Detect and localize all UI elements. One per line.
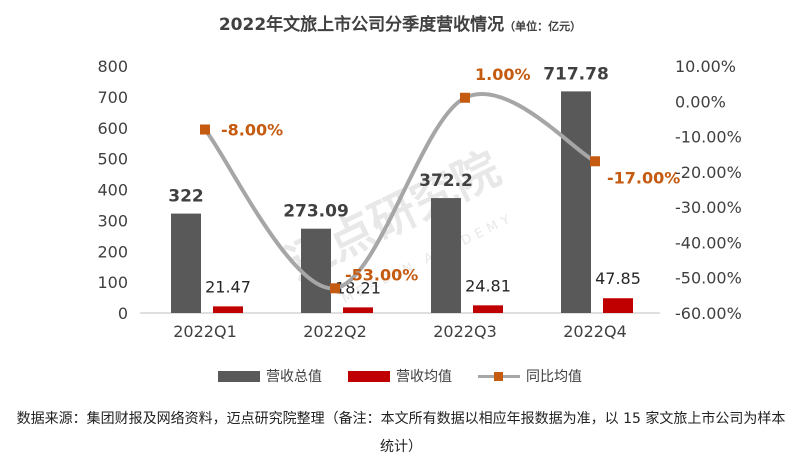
line-yoy-label: -8.00% bbox=[221, 121, 283, 140]
y-right-tick-label: -10.00% bbox=[675, 128, 742, 147]
bar-total bbox=[561, 91, 591, 313]
bar-average-label: 47.85 bbox=[595, 269, 641, 288]
y-left-tick-label: 0 bbox=[118, 304, 128, 323]
chart-title-text: 2022年文旅上市公司分季度营收情况 bbox=[218, 15, 505, 35]
line-yoy bbox=[203, 92, 596, 291]
y-right-tick-label: -50.00% bbox=[675, 269, 742, 288]
y-right-tick-label: 0.00% bbox=[675, 92, 726, 111]
line-yoy-marker bbox=[460, 92, 470, 103]
x-tick-label: 2022Q3 bbox=[433, 322, 497, 341]
line-yoy-marker bbox=[330, 283, 340, 294]
y-left-tick-label: 200 bbox=[97, 242, 128, 261]
bar-total-label: 372.2 bbox=[419, 171, 473, 191]
legend-swatch-total bbox=[218, 370, 260, 382]
y-left-tick-label: 600 bbox=[97, 119, 128, 138]
y-right-tick-label: -30.00% bbox=[675, 198, 742, 217]
legend-label-avg: 营收均值 bbox=[396, 369, 452, 385]
y-left-tick-label: 300 bbox=[97, 211, 128, 230]
chart-title: 2022年文旅上市公司分季度营收情况（单位：亿元） bbox=[0, 10, 800, 35]
y-right-tick-label: -40.00% bbox=[675, 233, 742, 252]
line-yoy-label: -53.00% bbox=[345, 265, 418, 284]
x-tick-label: 2022Q2 bbox=[303, 322, 367, 341]
y-left-tick-label: 500 bbox=[97, 150, 128, 169]
y-left-tick-label: 400 bbox=[97, 181, 128, 200]
line-yoy-label: -17.00% bbox=[607, 168, 680, 187]
legend-label-total: 营收总值 bbox=[266, 369, 322, 385]
y-left-tick-label: 100 bbox=[97, 273, 128, 292]
line-yoy-marker bbox=[200, 124, 210, 135]
y-right-tick-label: -20.00% bbox=[675, 163, 742, 182]
legend-item-yoy: 同比均值 bbox=[478, 366, 582, 386]
y-left-tick-label: 700 bbox=[97, 88, 128, 107]
bar-average-label: 24.81 bbox=[465, 276, 511, 295]
legend-swatch-avg bbox=[348, 370, 390, 382]
bar-average bbox=[603, 298, 633, 313]
bar-total bbox=[301, 228, 331, 313]
legend-label-yoy: 同比均值 bbox=[526, 369, 582, 385]
x-tick-label: 2022Q1 bbox=[173, 322, 237, 341]
y-right-tick-label: -60.00% bbox=[675, 304, 742, 323]
x-tick-label: 2022Q4 bbox=[563, 322, 627, 341]
bar-total bbox=[431, 198, 461, 313]
y-right-tick-label: 10.00% bbox=[675, 57, 736, 76]
line-yoy-label: 1.00% bbox=[475, 65, 531, 84]
line-yoy-marker bbox=[590, 156, 600, 167]
bar-total-label: 273.09 bbox=[283, 202, 349, 222]
legend-item-total: 营收总值 bbox=[218, 366, 322, 386]
source-note: 数据来源：集团财报及网络资料，迈点研究院整理（备注：本文所有数据以相应年报数据为… bbox=[16, 411, 786, 455]
legend-swatch-yoy bbox=[478, 371, 520, 382]
bar-total-label: 322 bbox=[168, 187, 204, 207]
bar-average bbox=[343, 307, 373, 313]
bar-total bbox=[171, 213, 201, 313]
bar-total-label: 717.78 bbox=[543, 64, 609, 84]
legend-item-avg: 营收均值 bbox=[348, 366, 452, 386]
bar-average-label: 21.47 bbox=[205, 277, 251, 296]
bar-average bbox=[213, 306, 243, 313]
legend: 营收总值 营收均值 同比均值 bbox=[0, 366, 800, 386]
y-left-tick-label: 800 bbox=[97, 57, 128, 76]
bar-average bbox=[473, 305, 503, 313]
chart-unit: （单位：亿元） bbox=[504, 20, 582, 33]
